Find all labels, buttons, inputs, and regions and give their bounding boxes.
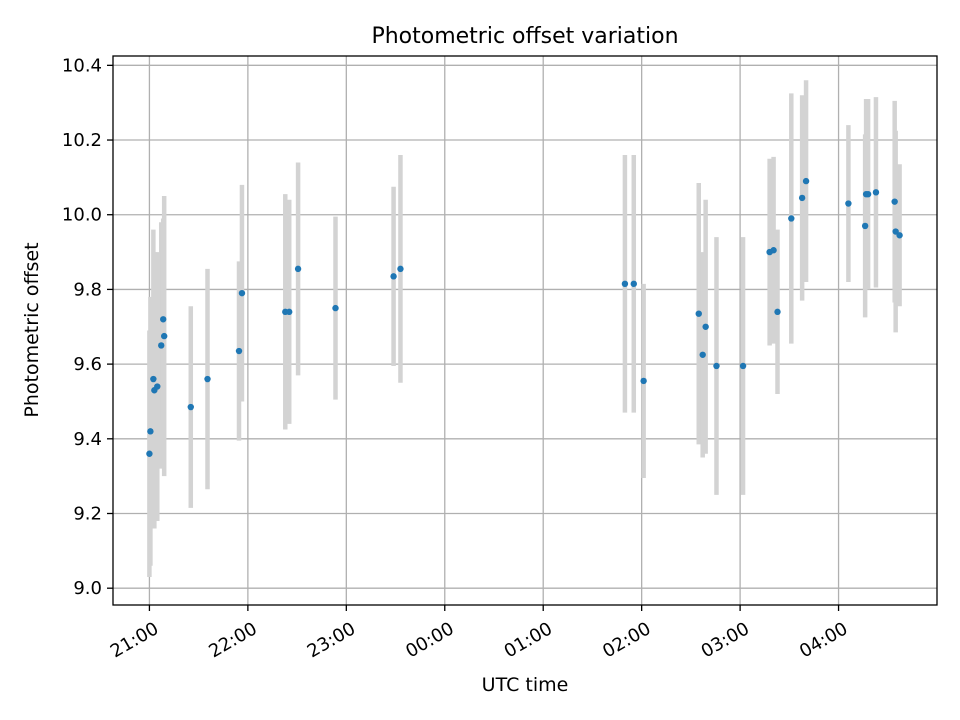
errorbar-layer (147, 80, 902, 577)
y-axis: 9.0 9.2 9.4 9.6 9.8 10.0 10.2 10.4 (62, 55, 113, 599)
data-point (845, 200, 852, 207)
y-tick-label: 10.2 (62, 130, 102, 151)
data-point (699, 351, 706, 358)
x-axis: 21:00 22:00 23:00 00:00 01:00 02:00 03:00 04:00 (107, 605, 851, 662)
data-point (397, 265, 404, 273)
data-point (154, 383, 161, 390)
y-tick-label: 9.6 (73, 354, 102, 375)
x-tick-label: 21:00 (107, 618, 162, 662)
point-layer (146, 177, 903, 457)
data-point (640, 377, 647, 385)
y-tick-label: 9.2 (73, 504, 102, 525)
data-point (695, 310, 702, 317)
chart-title: Photometric offset variation (371, 24, 678, 49)
data-point (798, 194, 806, 202)
data-point (286, 308, 293, 316)
data-point (160, 316, 167, 323)
plot-frame (112, 55, 938, 606)
y-tick-label: 9.8 (73, 279, 102, 300)
data-point (739, 362, 747, 370)
y-axis-label: Photometric offset (21, 242, 43, 417)
x-tick-label: 04:00 (796, 618, 851, 662)
data-point (864, 190, 872, 198)
x-axis-label: UTC time (482, 674, 569, 696)
y-tick-label: 9.4 (73, 429, 102, 450)
data-point (390, 273, 397, 280)
x-tick-label: 03:00 (698, 618, 753, 662)
grid-layer (113, 56, 937, 605)
data-point (774, 308, 781, 316)
x-tick-label: 01:00 (501, 618, 556, 662)
data-point (204, 375, 211, 383)
data-point (896, 232, 903, 239)
data-point (238, 289, 246, 297)
data-point (294, 265, 302, 273)
data-point (891, 198, 898, 205)
data-point (630, 280, 637, 288)
data-point (235, 347, 243, 355)
x-tick-label: 23:00 (304, 618, 359, 662)
data-point (150, 375, 157, 383)
data-point (160, 332, 168, 340)
data-point (187, 403, 194, 411)
data-point (332, 304, 339, 312)
x-tick-label: 00:00 (402, 618, 457, 662)
y-tick-label: 10.4 (62, 55, 102, 76)
data-point (861, 222, 869, 230)
x-tick-label: 02:00 (599, 618, 654, 662)
data-point (713, 362, 720, 370)
data-point (158, 342, 165, 349)
y-tick-label: 10.0 (62, 205, 102, 226)
data-point (621, 280, 629, 288)
data-point (770, 247, 777, 254)
data-point (147, 428, 154, 435)
data-point (802, 177, 810, 185)
y-tick-label: 9.0 (73, 578, 102, 599)
data-point (702, 323, 709, 330)
data-point (146, 450, 153, 457)
x-tick-label: 22:00 (205, 618, 260, 662)
data-point (872, 189, 880, 196)
data-point (788, 215, 795, 222)
